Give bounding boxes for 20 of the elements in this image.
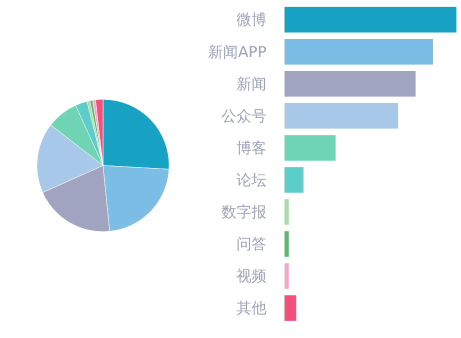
y-tick-label: 博客 xyxy=(236,138,266,157)
y-tick-label: 公众号 xyxy=(222,106,266,125)
y-tick-label: 问答 xyxy=(236,234,266,253)
bar xyxy=(284,263,289,289)
bar xyxy=(284,70,416,97)
bar xyxy=(284,103,398,129)
bar xyxy=(284,231,289,257)
bar xyxy=(284,167,304,193)
bar xyxy=(284,135,336,161)
y-tick-label: 视频 xyxy=(236,267,266,286)
bar xyxy=(284,199,289,225)
bar xyxy=(284,295,296,321)
y-tick-label: 论坛 xyxy=(236,170,266,189)
y-tick-label: 新闻APP xyxy=(208,42,267,61)
bar xyxy=(284,38,433,65)
y-tick-label: 新闻 xyxy=(236,74,266,93)
y-tick-label: 微博 xyxy=(236,10,266,29)
y-tick-label: 数字报 xyxy=(222,202,266,221)
y-tick-label: 其他 xyxy=(236,299,266,318)
bar xyxy=(284,6,456,33)
